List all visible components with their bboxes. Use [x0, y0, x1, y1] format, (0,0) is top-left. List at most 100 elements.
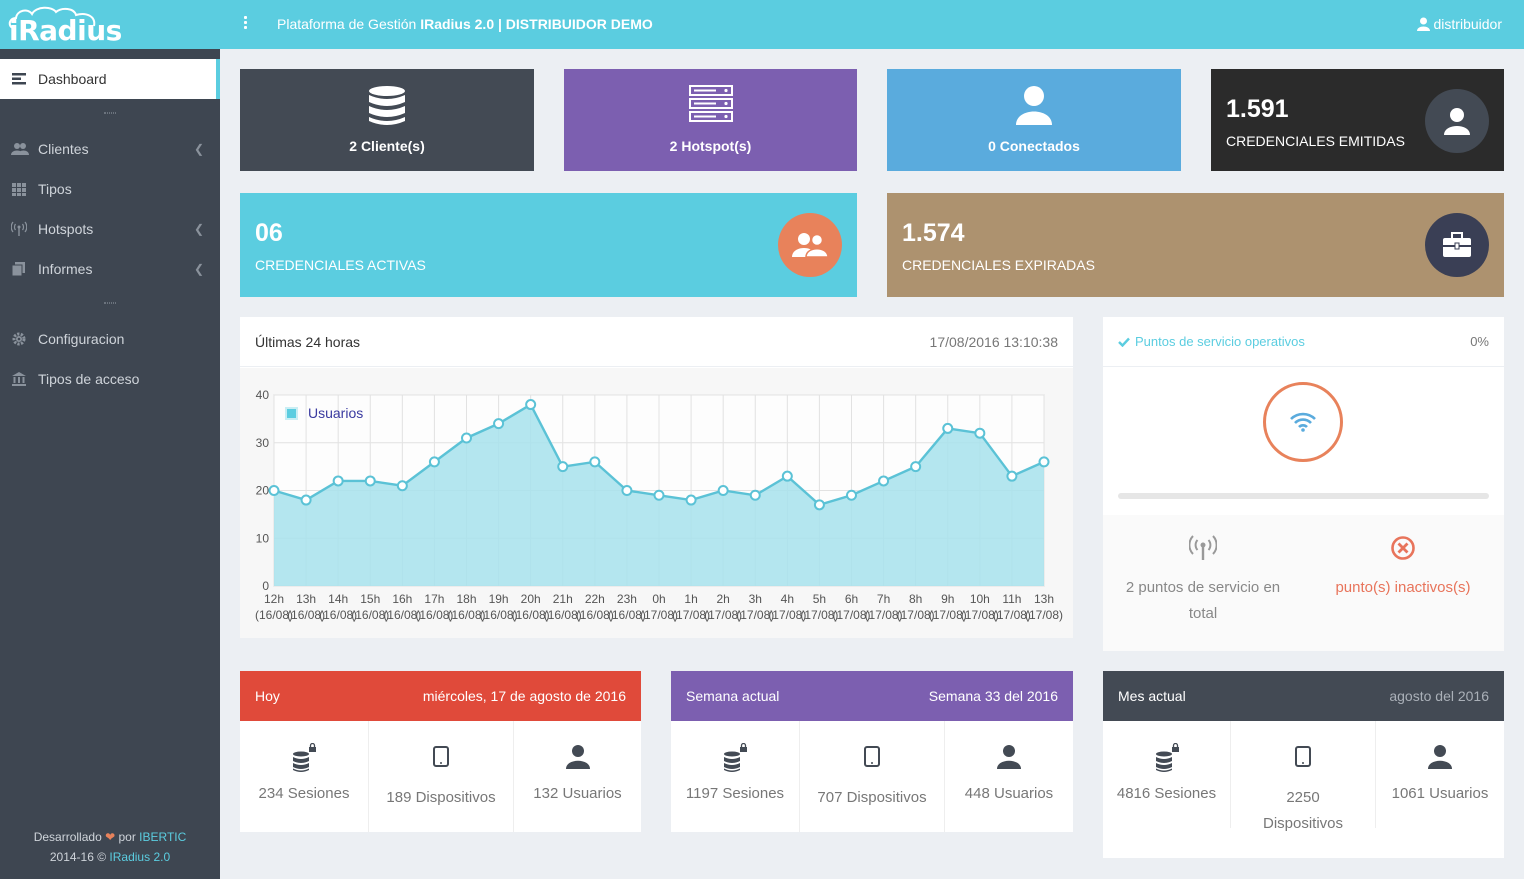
today-usuarios: 132 Usuarios [514, 721, 641, 832]
chart-panel-header: Últimas 24 horas 17/08/2016 13:10:38 [240, 317, 1073, 367]
x-tick-label: 1h [684, 592, 697, 606]
data-point [878, 475, 890, 487]
user-icon [1425, 89, 1489, 153]
sidebar: Dashboard Clientes ❮ Tipos Hotspots ❮ In… [0, 49, 220, 879]
expiradas-count: 1.574 [902, 219, 965, 247]
tile-hotspots[interactable]: 2 Hotspot(s) [564, 69, 857, 171]
x-tick-label: 8h [909, 592, 922, 606]
tile-credenciales-emitidas[interactable]: 1.591 CREDENCIALES EMITIDAS [1211, 69, 1504, 171]
database-lock-icon [724, 743, 747, 772]
x-tick-date: (17/08) [993, 608, 1031, 622]
x-tick-label: 0h [652, 592, 665, 606]
x-tick-label: 7h [877, 592, 890, 606]
data-point [974, 427, 986, 439]
chevron-left-icon: ❮ [193, 262, 204, 276]
data-point [1006, 470, 1018, 482]
today-dispositivos: 189 Dispositivos [369, 721, 514, 832]
product-link[interactable]: IRadius 2.0 [109, 850, 171, 864]
y-tick-label: 40 [256, 388, 270, 402]
tile-clientes[interactable]: 2 Cliente(s) [240, 69, 534, 171]
service-status: Puntos de servicio operativos [1118, 334, 1305, 349]
chart-panel-title: Últimas 24 horas [255, 334, 361, 350]
x-tick-date: (17/08) [640, 608, 678, 622]
dashboard-icon [12, 73, 26, 85]
x-tick-date: (16/08) [351, 608, 389, 622]
menu-toggle-button[interactable] [240, 14, 250, 34]
data-point [1038, 456, 1050, 468]
summary-today-header: Hoy miércoles, 17 de agosto de 2016 [240, 671, 641, 721]
chevron-left-icon: ❮ [193, 142, 204, 156]
sidebar-item-informes[interactable]: Informes ❮ [0, 249, 220, 289]
x-tick-label: 17h [424, 592, 444, 606]
briefcase-icon [1425, 213, 1489, 277]
sidebar-item-label: Clientes [38, 141, 89, 157]
x-tick-label: 13h [296, 592, 316, 606]
service-total: 2 puntos de servicio en total [1103, 515, 1303, 627]
y-tick-label: 30 [256, 436, 270, 450]
tile-clientes-label: 2 Cliente(s) [349, 138, 425, 154]
sidebar-item-configuracion[interactable]: Configuracion [0, 319, 220, 359]
data-point [653, 489, 665, 501]
x-tick-date: (17/08) [961, 608, 999, 622]
times-circle-icon [1391, 536, 1415, 560]
sidebar-item-dashboard[interactable]: Dashboard [0, 59, 220, 99]
x-tick-date: (16/08) [287, 608, 325, 622]
x-tick-date: (16/08) [512, 608, 550, 622]
y-tick-label: 0 [262, 579, 269, 593]
tile-credenciales-activas[interactable]: 06 CREDENCIALES ACTIVAS [240, 193, 857, 297]
database-icon [369, 86, 405, 125]
chart-panel: Últimas 24 horas 17/08/2016 13:10:38 0 10… [240, 317, 1073, 638]
x-tick-date: (17/08) [768, 608, 806, 622]
x-tick-date: (17/08) [1025, 608, 1063, 622]
x-tick-date: (17/08) [897, 608, 935, 622]
user-icon [997, 745, 1021, 769]
data-point [525, 399, 537, 411]
tile-conectados[interactable]: 0 Conectados [887, 69, 1181, 171]
users-icon [778, 213, 842, 277]
data-point [364, 475, 376, 487]
ibertic-link[interactable]: IBERTIC [139, 830, 187, 844]
summary-week: Semana actual Semana 33 del 2016 1197 Se… [671, 671, 1073, 832]
sidebar-item-tipos[interactable]: Tipos [0, 169, 220, 209]
service-panel: Puntos de servicio operativos 0% 2 punto… [1103, 317, 1504, 651]
sidebar-item-label: Tipos [38, 181, 72, 197]
sidebar-item-tipos-de-acceso[interactable]: Tipos de acceso [0, 359, 220, 399]
activas-count: 06 [255, 219, 283, 247]
data-point [589, 456, 601, 468]
data-point [846, 489, 857, 501]
data-point [461, 432, 472, 444]
today-sesiones: 234 Sesiones [240, 721, 369, 832]
y-tick-label: 20 [256, 484, 270, 498]
x-tick-label: 15h [360, 592, 380, 606]
logo[interactable]: iRadius [0, 0, 220, 49]
service-panel-header: Puntos de servicio operativos 0% [1103, 317, 1504, 367]
y-tick-label: 10 [256, 531, 270, 545]
x-tick-label: 19h [489, 592, 509, 606]
x-tick-date: (17/08) [704, 608, 742, 622]
x-tick-date: (16/08) [608, 608, 646, 622]
x-tick-date: (16/08) [255, 608, 293, 622]
data-point [717, 485, 729, 496]
sidebar-item-clientes[interactable]: Clientes ❮ [0, 129, 220, 169]
emitidas-count: 1.591 [1226, 95, 1289, 123]
antenna-icon [11, 221, 27, 236]
x-tick-label: 11h [1002, 592, 1021, 606]
x-tick-label: 2h [716, 592, 729, 606]
x-tick-label: 14h [328, 592, 348, 606]
tile-credenciales-expiradas[interactable]: 1.574 CREDENCIALES EXPIRADAS [887, 193, 1504, 297]
x-tick-label: 6h [845, 592, 858, 606]
service-stats: 2 puntos de servicio en total punto(s) i… [1103, 515, 1504, 651]
user-menu[interactable]: distribuidor [1416, 16, 1502, 32]
legend-label: Usuarios [308, 405, 363, 421]
summary-week-header: Semana actual Semana 33 del 2016 [671, 671, 1073, 721]
x-tick-date: (16/08) [576, 608, 614, 622]
sidebar-item-label: Informes [38, 261, 93, 277]
chevron-left-icon: ❮ [193, 222, 204, 236]
data-point [396, 480, 408, 492]
sidebar-item-hotspots[interactable]: Hotspots ❮ [0, 209, 220, 249]
service-ring [1263, 382, 1343, 462]
data-point [428, 456, 440, 468]
month-dispositivos: 2250 Dispositivos [1231, 721, 1376, 832]
legend-swatch [285, 407, 298, 420]
data-point [621, 485, 633, 496]
